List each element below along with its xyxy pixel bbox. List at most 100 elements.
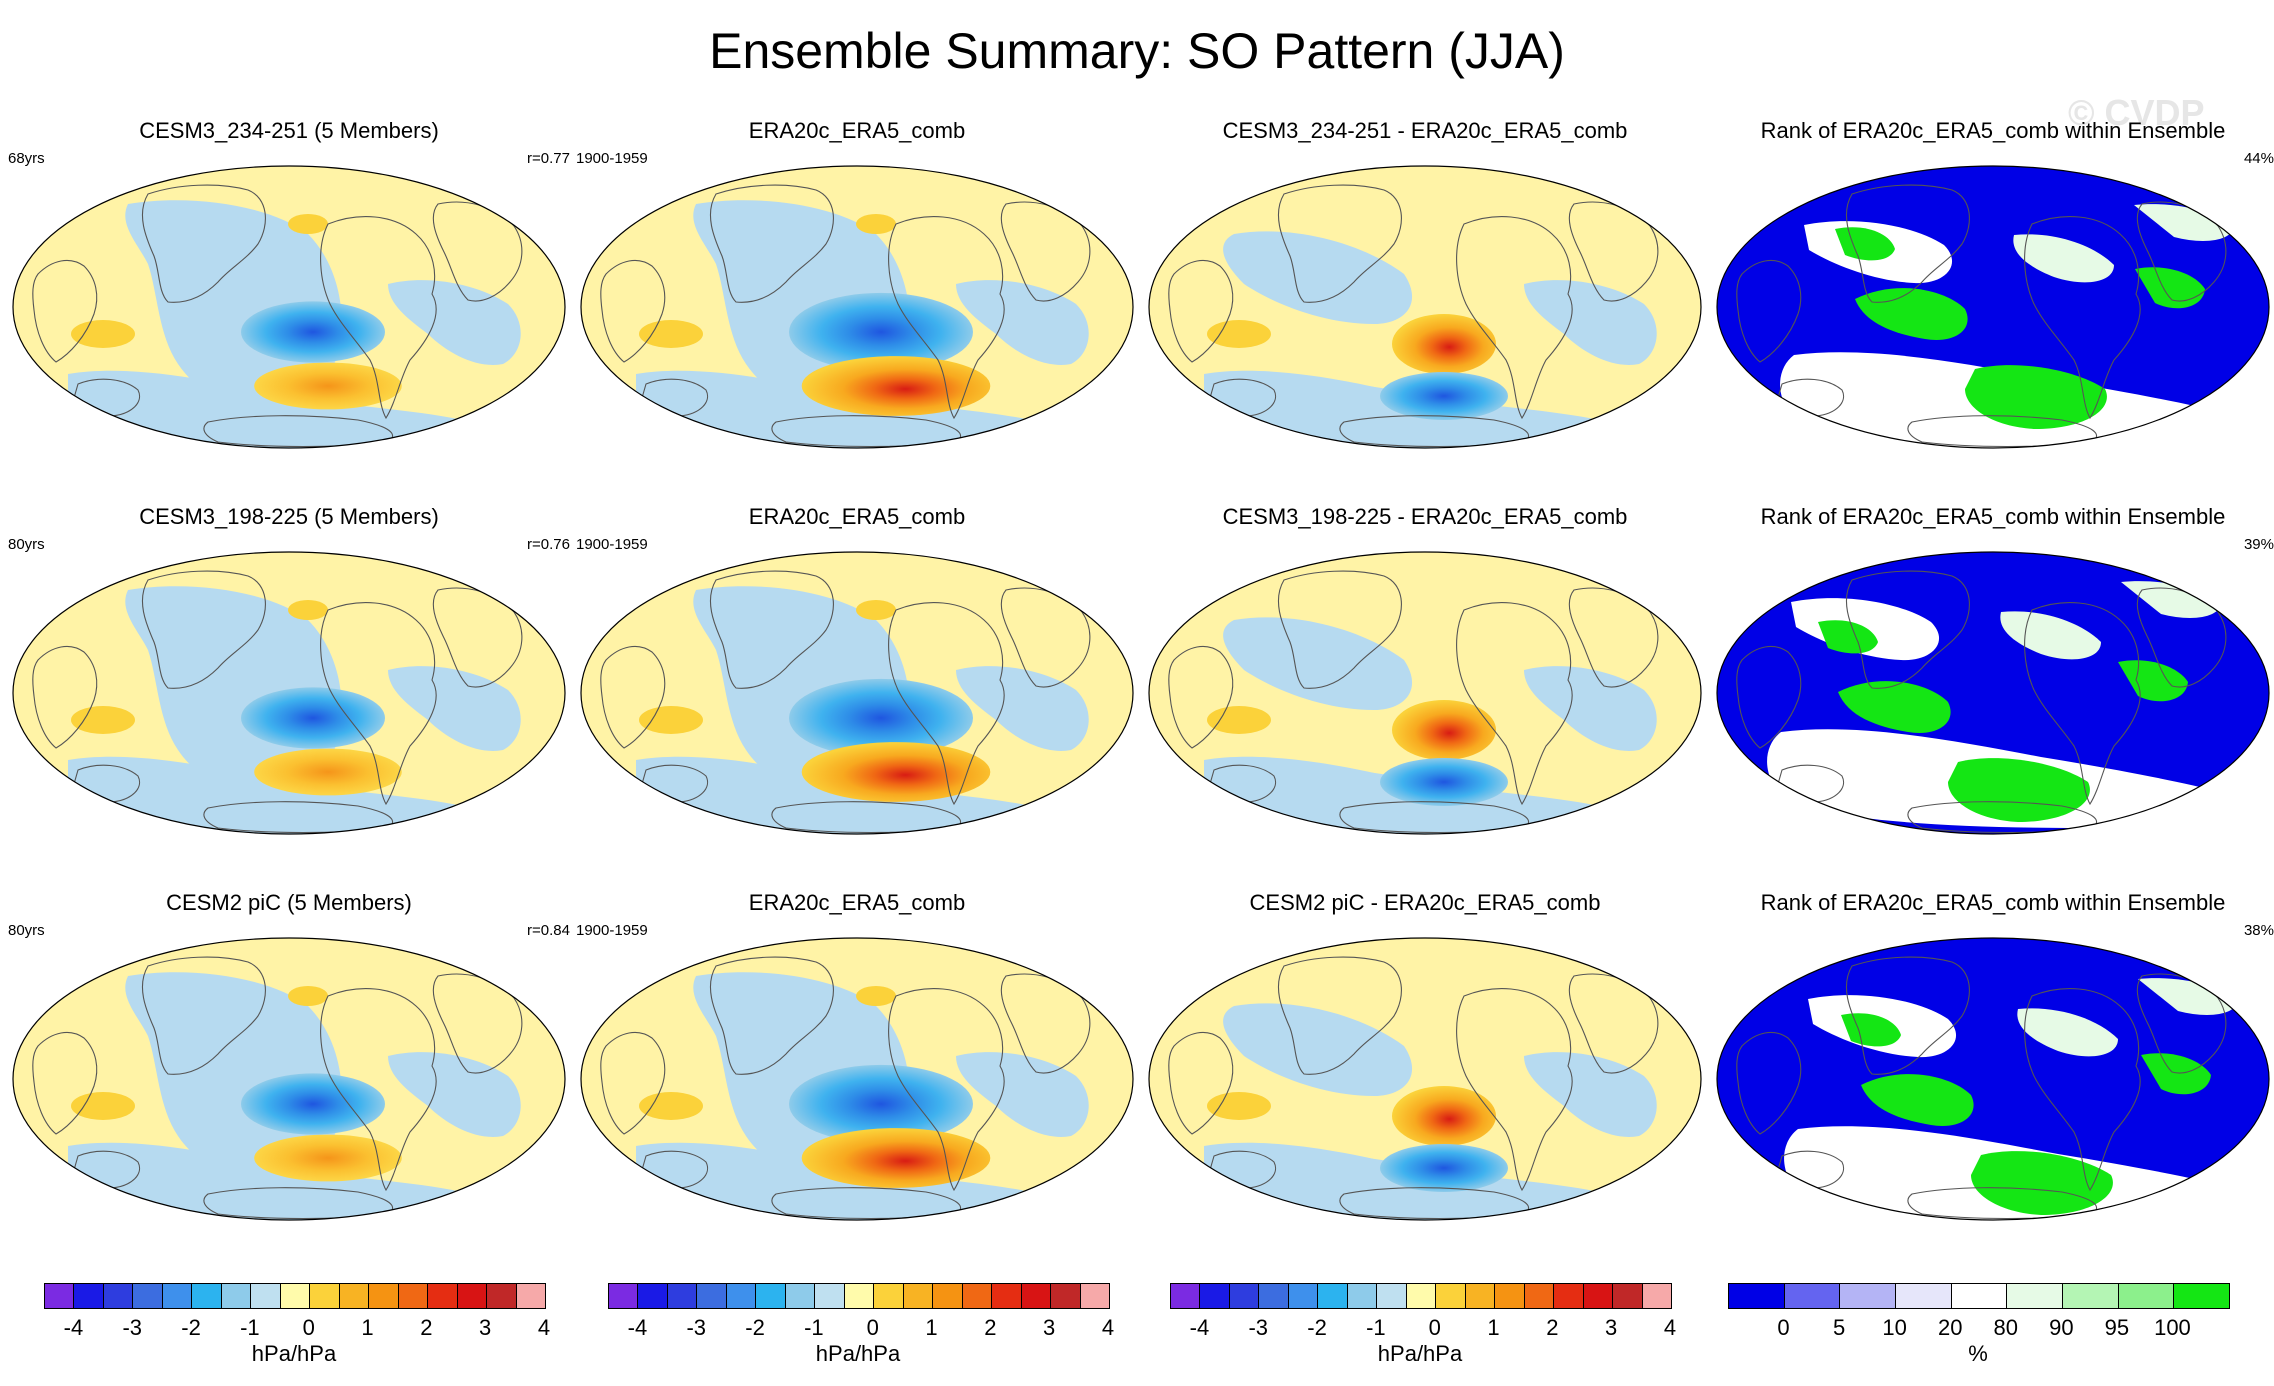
panel-left-label: 80yrs [8, 922, 45, 939]
map-frame [1716, 551, 2270, 835]
panel-right-label: r=0.84 [527, 922, 570, 939]
colorbar-tick-label: 4 [1663, 1315, 1677, 1340]
colorbar-swatch [874, 1284, 904, 1308]
panel-title: CESM2 piC - ERA20c_ERA5_comb [1249, 890, 1601, 915]
colorbar-tick-label: 1 [1487, 1315, 1500, 1340]
colorbar-swatch [2007, 1284, 2063, 1308]
colorbar-2: -4 -3 -2 -1 0 1 2 3 4 hPa/hPa [608, 1283, 1128, 1383]
panel-right-label: r=0.76 [527, 536, 570, 553]
colorbar-1: -4 -3 -2 -1 0 1 2 3 4 hPa/hPa [44, 1283, 564, 1383]
panel-right-label: 38% [2243, 922, 2274, 939]
colorbar-swatch [1524, 1284, 1555, 1308]
map-frame [1716, 937, 2270, 1221]
colorbar-swatch [310, 1284, 340, 1308]
map-frame [1148, 551, 1702, 835]
colorbar-swatch [74, 1284, 104, 1308]
colorbar-tick-label: -1 [240, 1315, 260, 1340]
colorbar-swatch [815, 1284, 845, 1308]
map-figure [1148, 551, 1702, 835]
colorbar-tick-label: 5 [1832, 1315, 1846, 1340]
colorbar-tick-label: -1 [1366, 1315, 1386, 1340]
map-figure [580, 937, 1134, 1221]
map-figure [1716, 937, 2270, 1221]
colorbar-swatch [933, 1284, 963, 1308]
colorbar-tick-label: -3 [122, 1315, 143, 1340]
colorbar-tick-label: -1 [804, 1315, 824, 1340]
map-figure [580, 551, 1134, 835]
panel-title: CESM3_234-251 (5 Members) [139, 118, 439, 143]
map-panel-r2-c1: CESM3_198-225 (5 Members) 80yrs r=0.76 [8, 504, 570, 884]
panel-title: CESM2 piC (5 Members) [166, 890, 412, 915]
colorbar-tick-label: -2 [745, 1315, 765, 1340]
colorbar-tick-label: 0 [302, 1315, 315, 1340]
colorbar-swatch [1613, 1284, 1643, 1308]
colorbar-swatch [1642, 1284, 1671, 1308]
panel-title: Rank of ERA20c_ERA5_comb within Ensemble [1760, 890, 2226, 915]
colorbar-tick-label: 95 [2104, 1315, 2130, 1340]
colorbar-tick-label: -2 [1307, 1315, 1327, 1340]
colorbar-swatch [992, 1284, 1022, 1308]
colorbar-tick-label: -2 [181, 1315, 201, 1340]
colorbar-swatch [1729, 1284, 1785, 1308]
panel-title: CESM3_234-251 - ERA20c_ERA5_comb [1222, 118, 1628, 143]
panel-right-label: 39% [2243, 536, 2274, 553]
panel-title: ERA20c_ERA5_comb [748, 118, 966, 143]
colorbar-swatch [280, 1284, 311, 1308]
colorbar-tick-label: -4 [63, 1315, 84, 1340]
map-figure [12, 165, 566, 449]
colorbar-swatch [1436, 1284, 1466, 1308]
map-frame [580, 937, 1134, 1221]
colorbar-tick-label: 0 [1428, 1315, 1441, 1340]
colorbar-swatch [1318, 1284, 1348, 1308]
colorbar-swatch [1347, 1284, 1378, 1308]
colorbar-tick-label: 3 [1605, 1315, 1618, 1340]
colorbar-unit: hPa/hPa [1377, 1341, 1463, 1366]
colorbar-tick-label: -4 [1189, 1315, 1210, 1340]
colorbar-swatch [487, 1284, 517, 1308]
map-panel-r3-c1: CESM2 piC (5 Members) 80yrs r=0.84 [8, 890, 570, 1270]
panel-left-label: 1900-1959 [576, 150, 648, 167]
colorbar-swatch [192, 1284, 222, 1308]
colorbar-tick-label: 3 [1043, 1315, 1056, 1340]
colorbar-swatch [339, 1284, 370, 1308]
colorbar-swatch [1554, 1284, 1584, 1308]
map-panel-r2-c4: Rank of ERA20c_ERA5_comb within Ensemble… [1712, 504, 2274, 884]
map-panel-r3-c4: Rank of ERA20c_ERA5_comb within Ensemble… [1712, 890, 2274, 1270]
map-panel-r1-c4: Rank of ERA20c_ERA5_comb within Ensemble… [1712, 118, 2274, 498]
colorbar-3: -4 -3 -2 -1 0 1 2 3 4 hPa/hPa [1170, 1283, 1690, 1383]
colorbar-swatch [962, 1284, 993, 1308]
panel-left-label: 1900-1959 [576, 536, 648, 553]
panel-left-label: 1900-1959 [576, 922, 648, 939]
map-frame [580, 165, 1134, 449]
map-figure [12, 551, 566, 835]
colorbar-swatch [1406, 1284, 1437, 1308]
colorbar-tick-label: 2 [420, 1315, 433, 1340]
colorbar-tick-label: 20 [1937, 1315, 1963, 1340]
panel-right-label: r=0.77 [527, 150, 570, 167]
colorbar-tick-label: 2 [984, 1315, 997, 1340]
colorbar-tick-label: 1 [925, 1315, 938, 1340]
figure-title: Ensemble Summary: SO Pattern (JJA) [709, 23, 1565, 79]
watermark: © CVDP [2068, 92, 2205, 133]
colorbar-swatch [1288, 1284, 1319, 1308]
colorbar-swatches [1728, 1283, 2230, 1309]
colorbar-swatch [785, 1284, 816, 1308]
colorbar-unit: hPa/hPa [815, 1341, 901, 1366]
colorbar-swatch [756, 1284, 786, 1308]
colorbar-swatches [44, 1283, 546, 1309]
colorbar-swatch [1465, 1284, 1496, 1308]
colorbar-tick-label: 80 [1993, 1315, 2019, 1340]
colorbar-unit: % [1968, 1341, 1988, 1366]
colorbar-tick-label: -3 [1248, 1315, 1269, 1340]
colorbar-swatch [2174, 1284, 2229, 1308]
colorbar-swatch [667, 1284, 698, 1308]
map-figure [12, 937, 566, 1221]
colorbar-tick-label: 4 [537, 1315, 551, 1340]
colorbar-swatch [103, 1284, 134, 1308]
colorbar-swatch [1840, 1284, 1896, 1308]
map-panel-r1-c1: CESM3_234-251 (5 Members) 68yrs r=0.77 [8, 118, 570, 498]
map-panel-r2-c2: ERA20c_ERA5_comb 1900-1959 [576, 504, 1138, 884]
colorbar-swatch [1895, 1284, 1952, 1308]
panel-title: CESM3_198-225 - ERA20c_ERA5_comb [1222, 504, 1628, 529]
map-panel-r1-c3: CESM3_234-251 - ERA20c_ERA5_comb [1144, 118, 1706, 498]
